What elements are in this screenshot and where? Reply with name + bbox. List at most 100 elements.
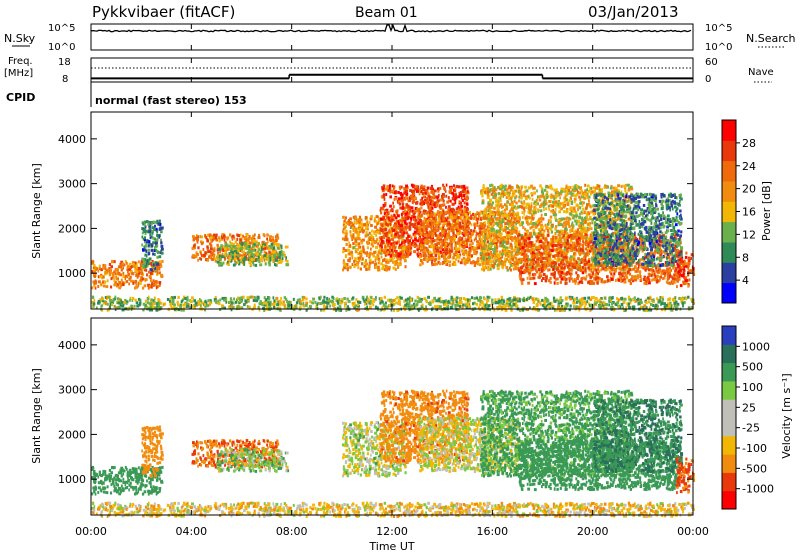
power-echo-cell (412, 201, 415, 205)
power-echo-cell (377, 261, 380, 265)
power-echo-cell (318, 296, 321, 300)
power-echo-cell (369, 251, 372, 255)
power-echo-cell (503, 300, 506, 303)
power-echo-cell (267, 300, 270, 304)
power-echo-cell (473, 264, 476, 267)
power-echo-cell (345, 242, 348, 246)
power-echo-cell (230, 250, 233, 254)
power-echo-cell (149, 308, 152, 312)
power-echo-cell (580, 298, 584, 302)
power-echo-cell (155, 265, 159, 269)
power-echo-cell (346, 263, 349, 266)
power-echo-cell (443, 303, 447, 307)
power-echo-cell (399, 303, 402, 306)
power-echo-cell (109, 299, 112, 302)
power-echo-cell (414, 238, 417, 242)
power-echo-cell (255, 240, 258, 244)
power-echo-cell (438, 262, 442, 266)
power-echo-cell (447, 205, 451, 209)
power-echo-cell (675, 300, 678, 304)
power-echo-cell (443, 188, 446, 192)
power-echo-cell (397, 240, 400, 244)
power-echo-cell (393, 186, 396, 190)
power-echo-cell (594, 297, 598, 300)
power-echo-cell (393, 261, 396, 265)
cpid-value: normal (fast stereo) 153 (95, 94, 247, 107)
power-echo-cell (389, 257, 392, 261)
power-echo-cell (141, 271, 143, 275)
power-echo-cell (109, 303, 113, 306)
power-echo-cell (215, 300, 218, 304)
power-echo-cell (564, 308, 566, 312)
power-echo-cell (268, 296, 271, 300)
power-echo-cell (357, 242, 361, 246)
power-echo-cell (254, 251, 257, 255)
power-echo-cell (322, 300, 325, 304)
power-echo-cell (158, 265, 161, 269)
power-echo-cell (152, 261, 155, 265)
power-echo-cell (145, 254, 148, 258)
power-echo-cell (199, 235, 202, 239)
power-echo-cell (207, 250, 210, 254)
power-echo-cell (468, 221, 471, 225)
power-echo-cell (253, 243, 256, 247)
power-echo-cell (353, 236, 356, 240)
power-echo-cell (371, 301, 374, 305)
power-echo-cell (419, 299, 423, 303)
power-echo-cell (373, 241, 377, 245)
power-echo-cell (441, 230, 444, 234)
power-echo-cell (427, 295, 430, 299)
power-echo-cell (469, 261, 473, 265)
power-echo-cell (441, 262, 444, 266)
power-echo-cell (153, 237, 156, 241)
power-echo-cell (160, 249, 163, 253)
power-echo-cell (455, 300, 458, 304)
power-echo-cell (431, 263, 434, 267)
power-echo-cell (211, 258, 214, 261)
power-echo-cell (251, 259, 254, 263)
power-echo-cell (459, 225, 462, 229)
power-echo-cell (419, 219, 423, 223)
freq-tick-top: 18 (58, 57, 71, 68)
power-echo-cell (143, 267, 147, 271)
power-echo-cell (278, 251, 282, 255)
power-echo-cell (116, 297, 120, 301)
power-echo-cell (204, 300, 207, 304)
power-echo-cell (381, 248, 384, 252)
power-echo-cell (381, 267, 385, 271)
power-echo-cell (490, 192, 493, 196)
power-echo-cell (144, 278, 148, 282)
power-echo-cell (462, 219, 465, 223)
power-echo-cell (628, 297, 631, 301)
power-echo-cell (124, 274, 128, 278)
power-echo-cell (240, 258, 243, 262)
power-echo-cell (389, 204, 392, 208)
power-echo-cell (410, 190, 413, 193)
power-echo-cell (504, 304, 507, 307)
power-echo-cell (427, 192, 430, 196)
power-echo-cell (264, 262, 267, 266)
power-echo-cell (115, 283, 118, 287)
power-echo-cell (385, 231, 389, 235)
power-echo-cell (660, 296, 664, 300)
power-echo-cell (569, 297, 572, 301)
power-echo-cell (593, 299, 596, 303)
power-echo-cell (496, 267, 500, 271)
power-echo-cell (302, 304, 306, 308)
power-echo-cell (119, 303, 122, 307)
power-echo-cell (154, 261, 158, 265)
power-echo-cell (327, 299, 331, 303)
power-echo-cell (669, 304, 673, 308)
power-echo-cell (429, 187, 432, 191)
power-echo-cell (374, 257, 378, 261)
power-echo-cell (209, 242, 212, 246)
power-echo-cell (355, 243, 358, 247)
power-echo-cell (355, 216, 358, 220)
power-echo-cell (552, 296, 556, 300)
power-echo-cell (143, 245, 146, 249)
power-echo-cell (362, 229, 365, 233)
power-echo-cell (549, 306, 551, 310)
power-echo-cell (431, 299, 434, 303)
power-echo-cell (496, 301, 500, 305)
power-echo-cell (455, 246, 458, 250)
